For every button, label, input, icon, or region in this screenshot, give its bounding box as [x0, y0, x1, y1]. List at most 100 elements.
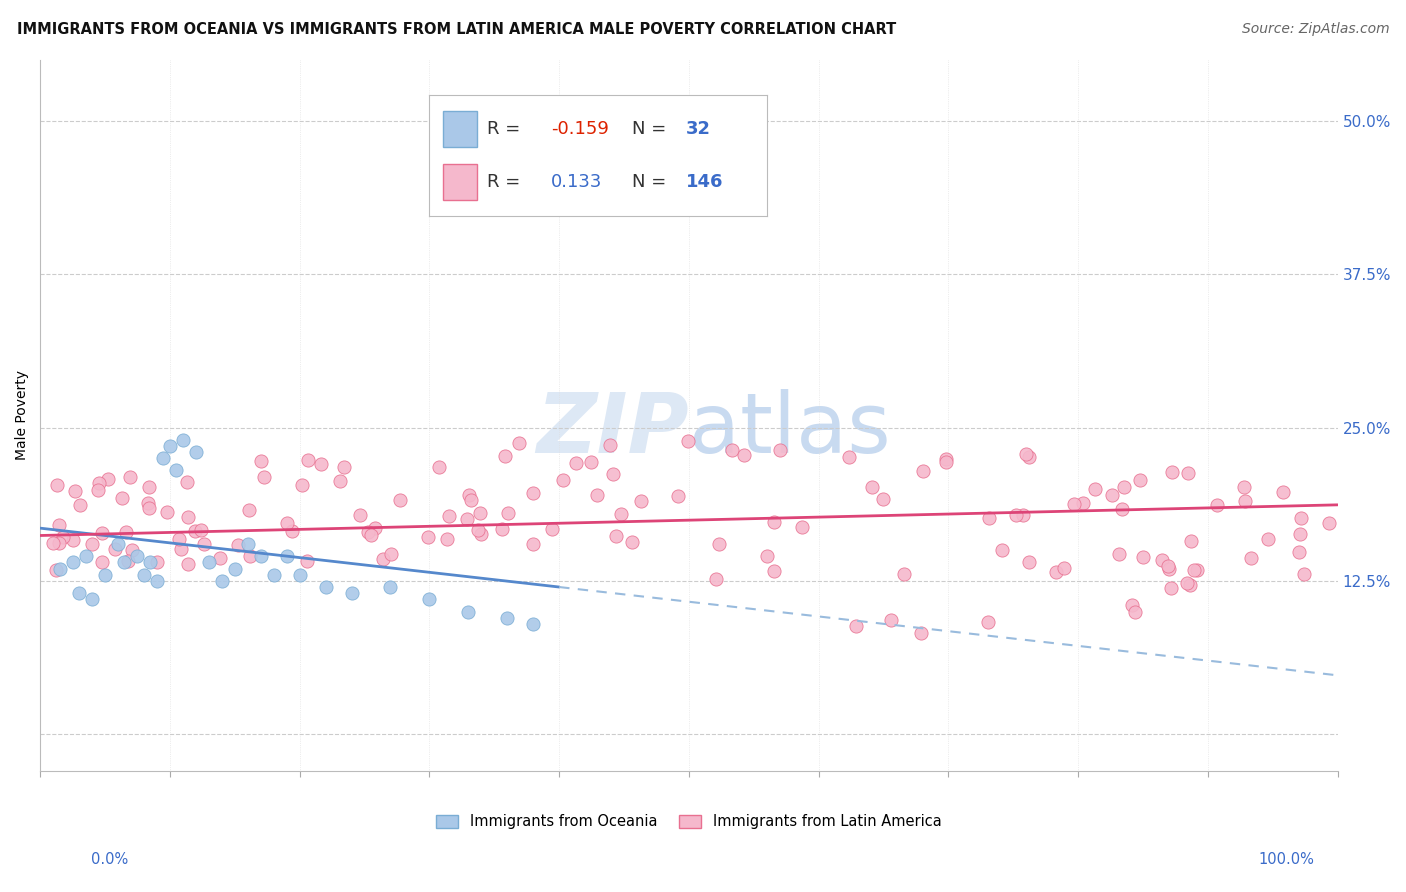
Point — [295, 554, 318, 568]
Point — [762, 564, 785, 578]
Point — [522, 616, 544, 631]
Point — [236, 537, 259, 551]
Point — [1012, 508, 1035, 523]
Point — [1112, 480, 1135, 494]
Point — [522, 537, 544, 551]
Point — [226, 538, 249, 552]
Point — [169, 532, 191, 546]
Point — [176, 475, 198, 489]
Point — [333, 460, 356, 475]
Point — [297, 453, 319, 467]
Point — [288, 567, 311, 582]
Point — [1160, 581, 1182, 595]
Point — [496, 610, 519, 624]
Point — [48, 518, 70, 533]
Point — [496, 506, 519, 520]
Point — [599, 438, 621, 452]
Point — [630, 493, 652, 508]
Point — [467, 523, 489, 537]
Point — [357, 525, 380, 540]
Point — [1240, 551, 1263, 566]
Point — [1233, 494, 1256, 508]
Legend: Immigrants from Oceania, Immigrants from Latin America: Immigrants from Oceania, Immigrants from… — [430, 808, 948, 835]
Point — [585, 488, 607, 502]
Point — [508, 435, 530, 450]
Point — [1045, 566, 1067, 580]
Point — [315, 580, 337, 594]
Point — [579, 455, 602, 469]
Point — [156, 504, 179, 518]
Point — [1121, 599, 1143, 613]
Point — [80, 592, 103, 607]
Point — [935, 455, 957, 469]
Point — [709, 536, 731, 550]
Point — [138, 500, 160, 515]
Text: Source: ZipAtlas.com: Source: ZipAtlas.com — [1241, 22, 1389, 37]
Point — [1071, 496, 1094, 510]
Point — [792, 520, 814, 534]
Point — [860, 480, 883, 494]
Point — [1063, 497, 1085, 511]
Point — [880, 613, 903, 627]
Point — [1108, 547, 1130, 561]
Point — [756, 549, 779, 563]
Point — [276, 549, 298, 564]
Point — [159, 439, 181, 453]
Point — [146, 555, 169, 569]
Point — [42, 536, 65, 550]
Point — [565, 456, 588, 470]
Point — [553, 473, 575, 487]
Point — [329, 475, 352, 489]
Point — [609, 507, 631, 521]
Point — [121, 542, 143, 557]
Point — [117, 553, 139, 567]
Point — [1175, 575, 1198, 590]
Point — [1018, 450, 1040, 464]
Point — [138, 496, 160, 510]
Point — [146, 574, 169, 588]
Point — [1317, 516, 1340, 531]
Point — [389, 493, 412, 508]
Point — [208, 551, 231, 566]
Point — [249, 454, 271, 468]
Point — [1177, 466, 1199, 480]
Point — [1015, 448, 1038, 462]
Point — [276, 516, 298, 530]
Point — [115, 525, 138, 540]
Point — [990, 542, 1012, 557]
Point — [87, 483, 110, 497]
Point — [1178, 578, 1201, 592]
Point — [111, 491, 134, 505]
Point — [1101, 488, 1123, 502]
Point — [349, 508, 371, 523]
Point — [468, 506, 491, 520]
Point — [872, 491, 894, 506]
Point — [1161, 465, 1184, 479]
Point — [1182, 563, 1205, 577]
Point — [184, 524, 207, 538]
Point — [197, 556, 219, 570]
Point — [769, 443, 792, 458]
Point — [602, 467, 624, 481]
Point — [437, 508, 460, 523]
Point — [1111, 502, 1133, 516]
Point — [184, 445, 207, 459]
Point — [470, 527, 492, 541]
Point — [177, 558, 200, 572]
Point — [373, 552, 395, 566]
Point — [193, 537, 215, 551]
Point — [67, 586, 90, 600]
Point — [94, 567, 117, 582]
Point — [1004, 508, 1026, 522]
Point — [48, 561, 70, 575]
Point — [224, 561, 246, 575]
Point — [522, 486, 544, 500]
Point — [666, 490, 689, 504]
Point — [1206, 498, 1229, 512]
Point — [380, 547, 402, 561]
Point — [340, 586, 363, 600]
Point — [1187, 563, 1209, 577]
Point — [132, 567, 155, 582]
Point — [118, 469, 141, 483]
Point — [893, 566, 915, 581]
